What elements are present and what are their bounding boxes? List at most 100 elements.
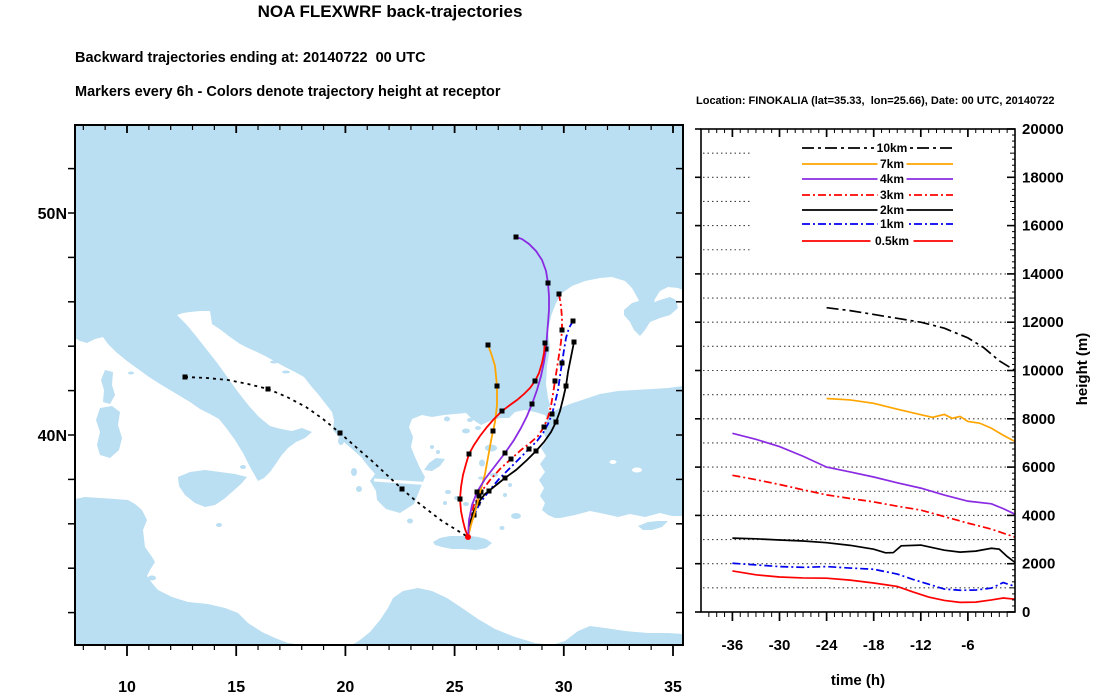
svg-text:-36: -36 [722, 637, 744, 654]
chart-line-0.5km [732, 570, 1016, 604]
svg-text:-12: -12 [910, 637, 932, 654]
main-title: NOA FLEXWRF back-trajectories [257, 2, 523, 21]
svg-text:15: 15 [227, 679, 245, 696]
svg-text:30: 30 [555, 679, 573, 696]
legend-item-2km: 2km [802, 203, 953, 217]
map-panel: 10 15 20 25 30 35 50N 40N [38, 124, 684, 696]
svg-text:6000: 6000 [1022, 459, 1055, 476]
chart-line-4km [732, 432, 1016, 515]
trajectory-6h-marker [494, 383, 500, 389]
legend-item-7km: 7km [802, 157, 953, 171]
trajectory-6h-marker [529, 401, 535, 407]
legend-item-1km: 1km [802, 217, 953, 231]
map-trajectory-4km [467, 234, 551, 538]
legend-item-0.5km: 0.5km [802, 234, 953, 248]
map-trajectory-0.5km [457, 340, 548, 538]
svg-text:7km: 7km [880, 157, 904, 171]
trajectory-6h-marker [399, 486, 405, 492]
map-trajectory-7km [467, 342, 500, 538]
svg-text:2km: 2km [880, 203, 904, 217]
trajectory-6h-marker [476, 493, 482, 499]
svg-text:4km: 4km [880, 172, 904, 186]
trajectory-6h-marker [502, 450, 508, 456]
map-land [75, 125, 683, 645]
trajectory-6h-marker [182, 374, 188, 380]
svg-text:8000: 8000 [1022, 411, 1055, 428]
chart-line-10km [826, 306, 1016, 372]
svg-text:-30: -30 [769, 637, 791, 654]
svg-text:18000: 18000 [1022, 169, 1064, 186]
chart-ylabel: height (m) [1074, 333, 1091, 406]
trajectory-6h-marker [559, 327, 565, 333]
svg-text:3km: 3km [880, 188, 904, 202]
map-trajectory-10km [182, 374, 469, 538]
svg-text:10km: 10km [877, 141, 908, 155]
trajectory-6h-marker [571, 339, 577, 345]
chart-xlabel: time (h) [831, 672, 885, 689]
svg-text:0: 0 [1022, 604, 1030, 621]
trajectory-6h-marker [466, 451, 472, 457]
map-trajectories [182, 234, 577, 538]
trajectory-6h-marker [543, 346, 549, 352]
trajectory-6h-marker [502, 475, 508, 481]
svg-text:2000: 2000 [1022, 556, 1055, 573]
trajectory-6h-marker [265, 386, 271, 392]
trajectory-6h-marker [457, 496, 463, 502]
trajectory-6h-marker [545, 280, 551, 286]
subtitle-ending-time: Backward trajectories ending at: 2014072… [75, 50, 426, 66]
chart-line-1km [732, 562, 1016, 592]
chart-line-3km [732, 474, 1016, 538]
svg-text:4000: 4000 [1022, 507, 1055, 524]
trajectory-6h-marker [542, 340, 548, 346]
svg-text:12000: 12000 [1022, 314, 1064, 331]
chart-gridlines [703, 152, 1013, 589]
trajectory-6h-marker [549, 411, 555, 417]
svg-text:16000: 16000 [1022, 218, 1064, 235]
trajectory-6h-marker [474, 489, 480, 495]
legend-item-4km: 4km [802, 172, 953, 186]
svg-text:10000: 10000 [1022, 363, 1064, 380]
trajectory-6h-marker [337, 430, 343, 436]
trajectory-6h-marker [490, 428, 496, 434]
trajectory-6h-marker [559, 360, 565, 366]
svg-text:14000: 14000 [1022, 266, 1064, 283]
trajectory-6h-marker [533, 448, 539, 454]
subtitle-markers-info: Markers every 6h - Colors denote traject… [75, 84, 501, 100]
legend-item-3km: 3km [802, 188, 953, 202]
chart-location-header: Location: FINOKALIA (lat=35.33, lon=25.6… [696, 95, 1055, 107]
trajectory-6h-marker [513, 234, 519, 240]
trajectory-6h-marker [563, 383, 569, 389]
svg-text:35: 35 [664, 679, 682, 696]
svg-text:40N: 40N [38, 428, 67, 445]
svg-text:25: 25 [446, 679, 464, 696]
svg-text:0.5km: 0.5km [875, 234, 909, 248]
chart-series [732, 306, 1016, 604]
svg-text:20000: 20000 [1022, 121, 1064, 138]
trajectory-6h-marker [556, 291, 562, 297]
svg-text:-18: -18 [863, 637, 885, 654]
trajectory-6h-marker [553, 419, 559, 425]
svg-text:-6: -6 [961, 637, 974, 654]
trajectory-6h-marker [526, 446, 532, 452]
chart-line-2km [732, 537, 1016, 564]
trajectory-6h-marker [552, 378, 558, 384]
svg-text:20: 20 [337, 679, 355, 696]
trajectory-6h-marker [570, 318, 576, 324]
map-axes: 10 15 20 25 30 35 50N 40N [38, 125, 683, 696]
chart-axes: -36 -30 -24 -18 -12 -6 0 2000 4000 6000 8000 10000 1… [695, 121, 1091, 689]
trajectory-6h-marker [485, 342, 491, 348]
chart-line-7km [826, 397, 1016, 443]
svg-text:1km: 1km [880, 217, 904, 231]
trajectory-6h-marker [508, 456, 514, 462]
legend-item-10km: 10km [802, 141, 953, 155]
svg-text:10: 10 [118, 679, 136, 696]
trajectory-6h-marker [541, 424, 547, 430]
trajectory-6h-marker [499, 408, 505, 414]
receptor-marker [465, 534, 471, 540]
svg-text:50N: 50N [38, 206, 67, 223]
trajectory-6h-marker [532, 378, 538, 384]
